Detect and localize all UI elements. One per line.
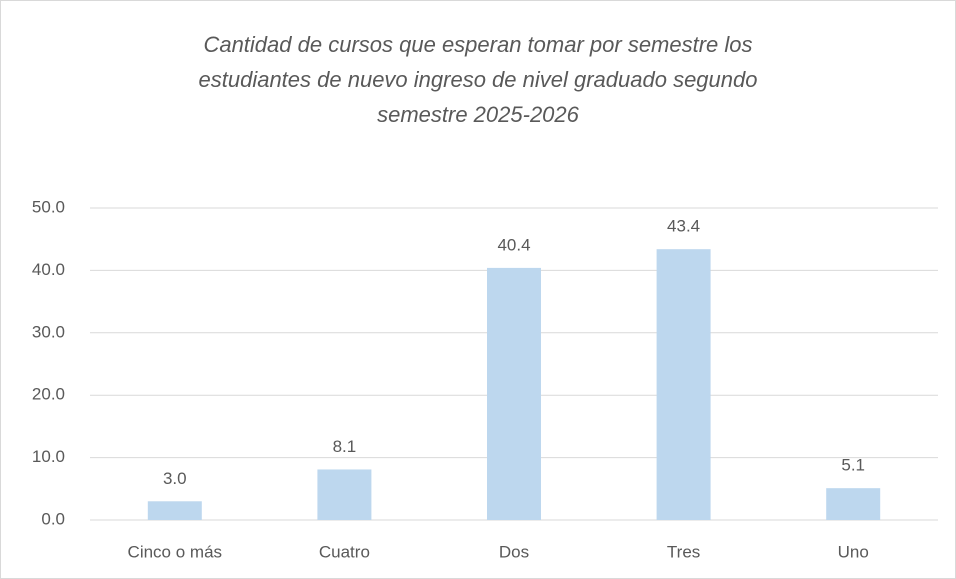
chart-title: Cantidad de cursos que esperan tomar por…	[198, 32, 758, 127]
y-tick-label: 20.0	[32, 385, 65, 404]
data-label: 43.4	[667, 217, 700, 236]
x-tick-label: Tres	[667, 542, 700, 561]
y-tick-label: 30.0	[32, 322, 65, 341]
x-tick-label: Uno	[838, 542, 869, 561]
bar	[656, 249, 711, 520]
x-tick-label: Cuatro	[319, 542, 370, 561]
bar	[317, 469, 372, 520]
y-tick-label: 0.0	[41, 509, 65, 528]
data-label: 8.1	[333, 437, 357, 456]
bar	[826, 488, 881, 520]
y-tick-label: 40.0	[32, 260, 65, 279]
x-tick-label: Dos	[499, 542, 529, 561]
data-label: 40.4	[497, 235, 530, 254]
y-tick-label: 50.0	[32, 197, 65, 216]
bar	[147, 501, 202, 520]
y-tick-label: 10.0	[32, 447, 65, 466]
x-tick-label: Cinco o más	[128, 542, 222, 561]
data-label: 3.0	[163, 469, 187, 488]
data-label: 5.1	[841, 456, 865, 475]
bar	[487, 267, 541, 520]
